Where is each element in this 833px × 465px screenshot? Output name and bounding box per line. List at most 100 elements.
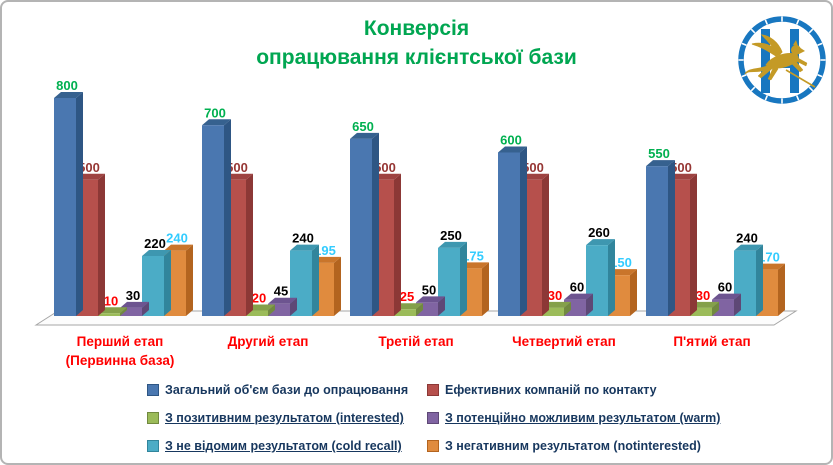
bar-value-label: 45 xyxy=(274,284,288,299)
legend-label: З не відомим результатом (cold recall) xyxy=(165,439,402,453)
bar-face xyxy=(290,244,319,251)
bar-face xyxy=(142,301,149,316)
bar-face xyxy=(690,301,719,308)
bar-face xyxy=(542,173,549,316)
bar-face xyxy=(756,244,763,316)
bar-value-label: 500 xyxy=(522,160,544,175)
bar-face xyxy=(438,241,467,248)
bar-face xyxy=(290,297,297,316)
bar-face xyxy=(98,313,120,316)
bar-face xyxy=(98,173,105,316)
bar-value-label: 600 xyxy=(500,133,522,148)
bar-face xyxy=(734,293,741,316)
bar-face xyxy=(224,119,231,316)
bar-value-label: 60 xyxy=(718,280,732,295)
bar-face xyxy=(668,173,697,180)
legend-swatch-icon xyxy=(147,384,159,396)
bar-face xyxy=(142,250,171,257)
bar-value-label: 240 xyxy=(166,231,188,246)
bar-value-label: 150 xyxy=(610,255,632,270)
legend-swatch-icon xyxy=(147,412,159,424)
legend-swatch-icon xyxy=(147,440,159,452)
chart-title: Конверсія опрацювання клієнтської бази xyxy=(2,14,831,72)
legend-label: З позитивним результатом (interested) xyxy=(165,411,404,425)
bar-value-label: 240 xyxy=(736,231,758,246)
bar-face xyxy=(586,293,593,316)
bar-face xyxy=(268,297,297,304)
bar-face xyxy=(76,92,83,316)
bar-value-label: 220 xyxy=(144,236,166,251)
bar-face xyxy=(712,293,741,300)
legend-item: З позитивним результатом (interested) xyxy=(147,411,427,425)
bar-value-label: 30 xyxy=(126,288,140,303)
legend-swatch-icon xyxy=(427,384,439,396)
bar-face xyxy=(690,173,697,316)
bar-value-label: 170 xyxy=(758,250,780,265)
bar-face xyxy=(542,301,571,308)
bar-face xyxy=(372,132,379,316)
bar-value-label: 20 xyxy=(252,291,266,306)
bar-value-label: 500 xyxy=(374,160,396,175)
legend-swatch-icon xyxy=(427,440,439,452)
legend-item: Загальний об'єм бази до опрацювання xyxy=(147,383,427,397)
legend-label: З негативним результатом (notinterested) xyxy=(445,439,701,453)
chart-title-line2: опрацювання клієнтської бази xyxy=(256,46,577,69)
bar-face xyxy=(520,146,527,316)
bar-face xyxy=(246,304,275,311)
bar-face xyxy=(224,173,253,180)
legend-item: З не відомим результатом (cold recall) xyxy=(147,439,427,453)
bar-face xyxy=(608,269,637,276)
bar-face xyxy=(460,262,489,269)
legend-label: Ефективних компаній по контакту xyxy=(445,383,657,397)
bar-face xyxy=(646,166,668,316)
bar-value-label: 195 xyxy=(314,243,336,258)
bar-value-label: 25 xyxy=(400,289,414,304)
bar-face xyxy=(460,241,467,316)
bar-face xyxy=(394,303,423,310)
legend-item: З негативним результатом (notinterested) xyxy=(427,439,757,453)
bar-face xyxy=(202,119,231,126)
bar-face xyxy=(564,301,571,316)
bar-face xyxy=(76,173,105,180)
legend-item: Ефективних компаній по контакту xyxy=(427,383,757,397)
bar-value-label: 50 xyxy=(422,282,436,297)
bar-face xyxy=(268,304,275,316)
bar-face xyxy=(98,307,127,314)
bar-value-label: 550 xyxy=(648,146,670,161)
bar-face xyxy=(54,92,83,98)
bar-face xyxy=(164,244,193,251)
bar-value-label: 650 xyxy=(352,119,374,134)
bar-face xyxy=(498,152,520,316)
bar-face xyxy=(142,256,164,316)
bar-value-label: 800 xyxy=(56,78,78,93)
bar-face xyxy=(246,173,253,316)
bar-face xyxy=(608,239,615,316)
bar-face xyxy=(416,303,423,316)
bar-value-label: 30 xyxy=(696,288,710,303)
bar-value-label: 500 xyxy=(78,160,100,175)
bar-value-label: 175 xyxy=(462,248,484,263)
bar-face xyxy=(350,138,372,316)
bar-face xyxy=(438,296,445,316)
bar-face xyxy=(54,98,76,316)
bar-value-label: 260 xyxy=(588,225,610,240)
bar-face xyxy=(646,160,675,167)
bar-value-label: 240 xyxy=(292,231,314,246)
bar-face xyxy=(586,239,615,246)
bar-face xyxy=(394,173,401,316)
bar-value-label: 500 xyxy=(226,160,248,175)
bar-face xyxy=(668,160,675,316)
bar-face xyxy=(164,250,171,316)
bar-face xyxy=(186,244,193,316)
bar-face xyxy=(416,296,445,303)
bar-face xyxy=(246,310,268,316)
legend-label: З потенційно можливим результатом (warm) xyxy=(445,411,721,425)
bar-face xyxy=(120,307,127,316)
chart-title-line1: Конверсія xyxy=(363,17,470,40)
bar-face xyxy=(350,132,379,139)
bar-value-label: 10 xyxy=(104,293,118,308)
bar-value-label: 700 xyxy=(204,105,226,120)
bar-face xyxy=(312,256,341,263)
